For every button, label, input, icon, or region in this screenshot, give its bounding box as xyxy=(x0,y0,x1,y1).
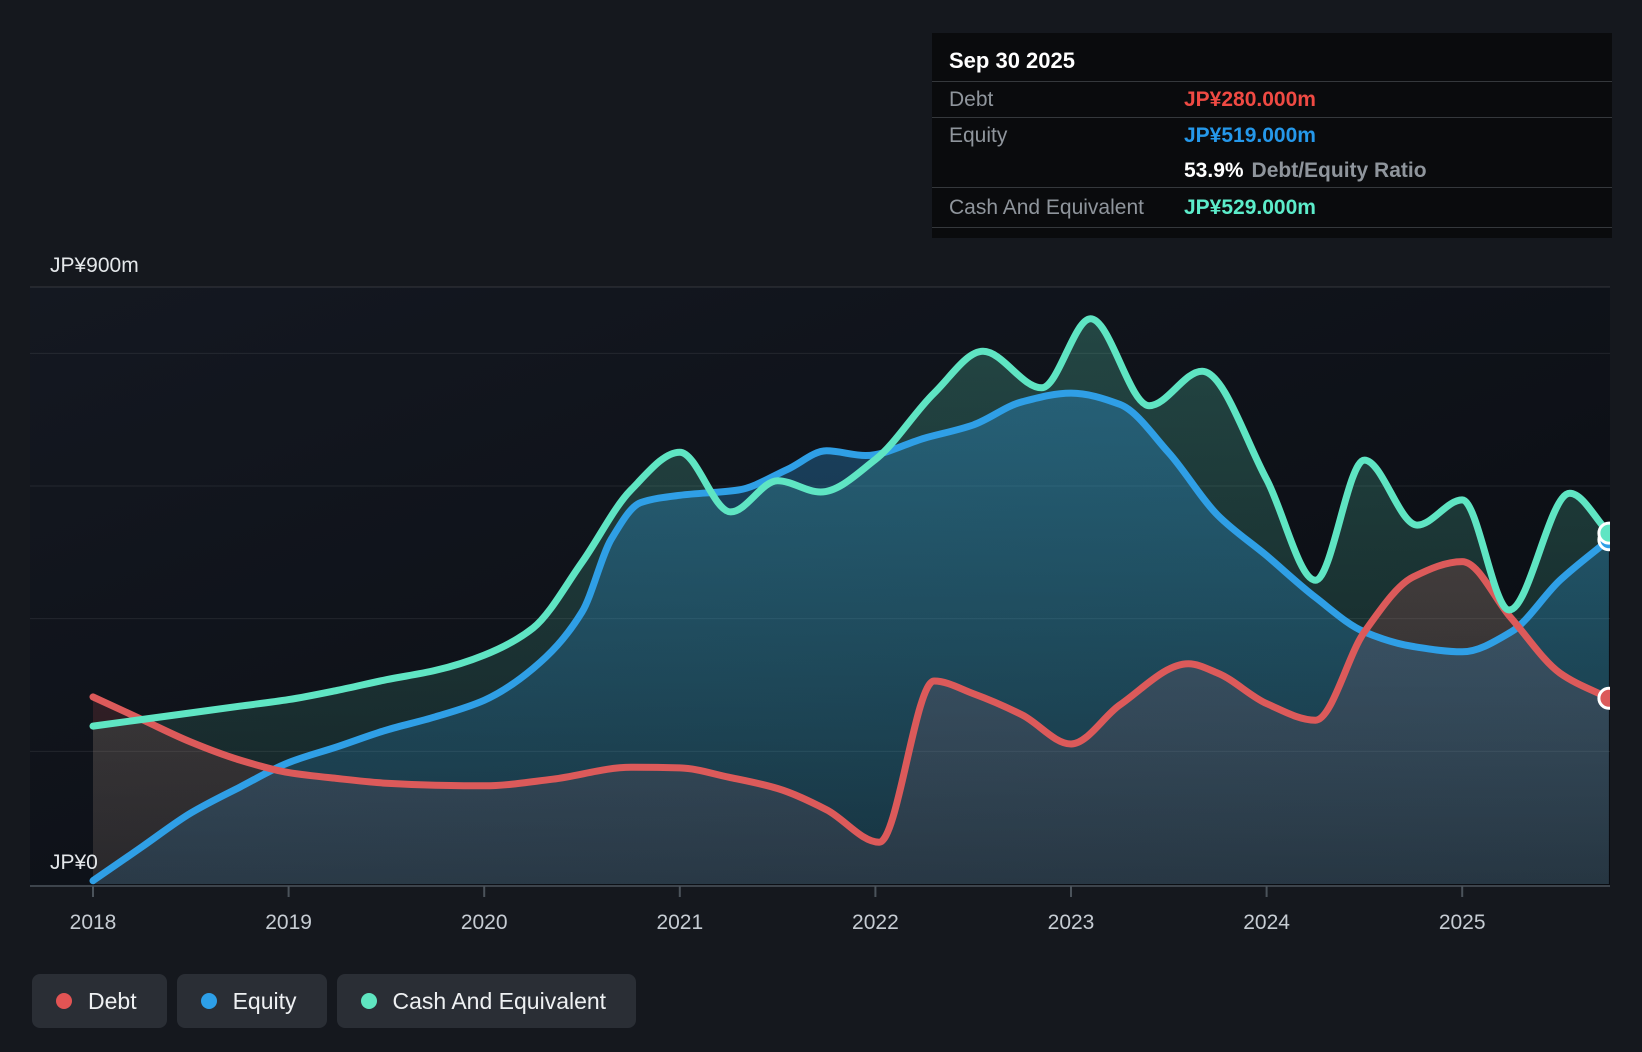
x-axis-label-2023: 2023 xyxy=(1048,911,1095,934)
y-axis-label-top: JP¥900m xyxy=(50,254,139,277)
tooltip-ratio-label: Debt/Equity Ratio xyxy=(1251,158,1427,182)
equity-area xyxy=(93,393,1609,884)
legend-label-equity: Equity xyxy=(232,987,297,1014)
debt-endpoint-marker xyxy=(1597,686,1610,710)
equity-series-swatch xyxy=(200,993,217,1009)
debt-line xyxy=(89,558,1610,846)
x-axis-label-2018: 2018 xyxy=(70,911,117,934)
series-areas xyxy=(93,318,1609,884)
tooltip-equity-label: Equity xyxy=(949,124,1008,147)
equity-line xyxy=(89,389,1610,885)
x-axis-label-2021: 2021 xyxy=(656,911,703,934)
tooltip-ratio-value: 53.9% xyxy=(1184,158,1244,182)
tooltip-row-equity: Equity JP¥519.000m xyxy=(932,118,1612,154)
x-axis-label-2020: 2020 xyxy=(461,911,508,934)
legend: Debt Equity Cash And Equivalent xyxy=(32,974,637,1028)
series-lines xyxy=(89,315,1610,885)
tooltip-equity-value: JP¥519.000m xyxy=(1184,124,1316,147)
x-axis-label-2025: 2025 xyxy=(1439,911,1486,934)
x-axis: 2018 2019 2020 2021 2022 2023 2024 2025 xyxy=(30,885,1610,934)
legend-item-debt[interactable]: Debt xyxy=(32,974,167,1028)
legend-item-cash[interactable]: Cash And Equivalent xyxy=(336,974,637,1028)
endpoint-markers xyxy=(1597,521,1610,710)
legend-item-equity[interactable]: Equity xyxy=(176,974,327,1028)
y-axis-label-zero: JP¥0 xyxy=(50,851,98,874)
cash-series-swatch xyxy=(360,993,377,1009)
debt-series-swatch xyxy=(56,993,72,1009)
tooltip-row-debt: Debt JP¥280.000m xyxy=(932,82,1612,118)
cash-endpoint-marker xyxy=(1597,521,1610,545)
x-axis-label-2022: 2022 xyxy=(852,911,899,934)
tooltip: Sep 30 2025 Debt JP¥280.000m Equity JP¥5… xyxy=(932,33,1612,238)
tooltip-row-ratio: 53.9% Debt/Equity Ratio xyxy=(932,154,1612,188)
x-axis-label-2024: 2024 xyxy=(1243,911,1290,934)
cash-line xyxy=(89,315,1610,730)
tooltip-debt-label: Debt xyxy=(949,87,994,111)
tooltip-row-cash: Cash And Equivalent JP¥529.000m xyxy=(932,188,1612,228)
tooltip-date: Sep 30 2025 xyxy=(932,33,1612,82)
legend-label-cash: Cash And Equivalent xyxy=(392,987,607,1014)
legend-label-debt: Debt xyxy=(88,987,137,1014)
tooltip-cash-value: JP¥529.000m xyxy=(1184,195,1316,219)
tooltip-cash-label: Cash And Equivalent xyxy=(949,195,1144,219)
x-axis-label-2019: 2019 xyxy=(265,911,312,934)
tooltip-debt-value: JP¥280.000m xyxy=(1184,87,1316,111)
